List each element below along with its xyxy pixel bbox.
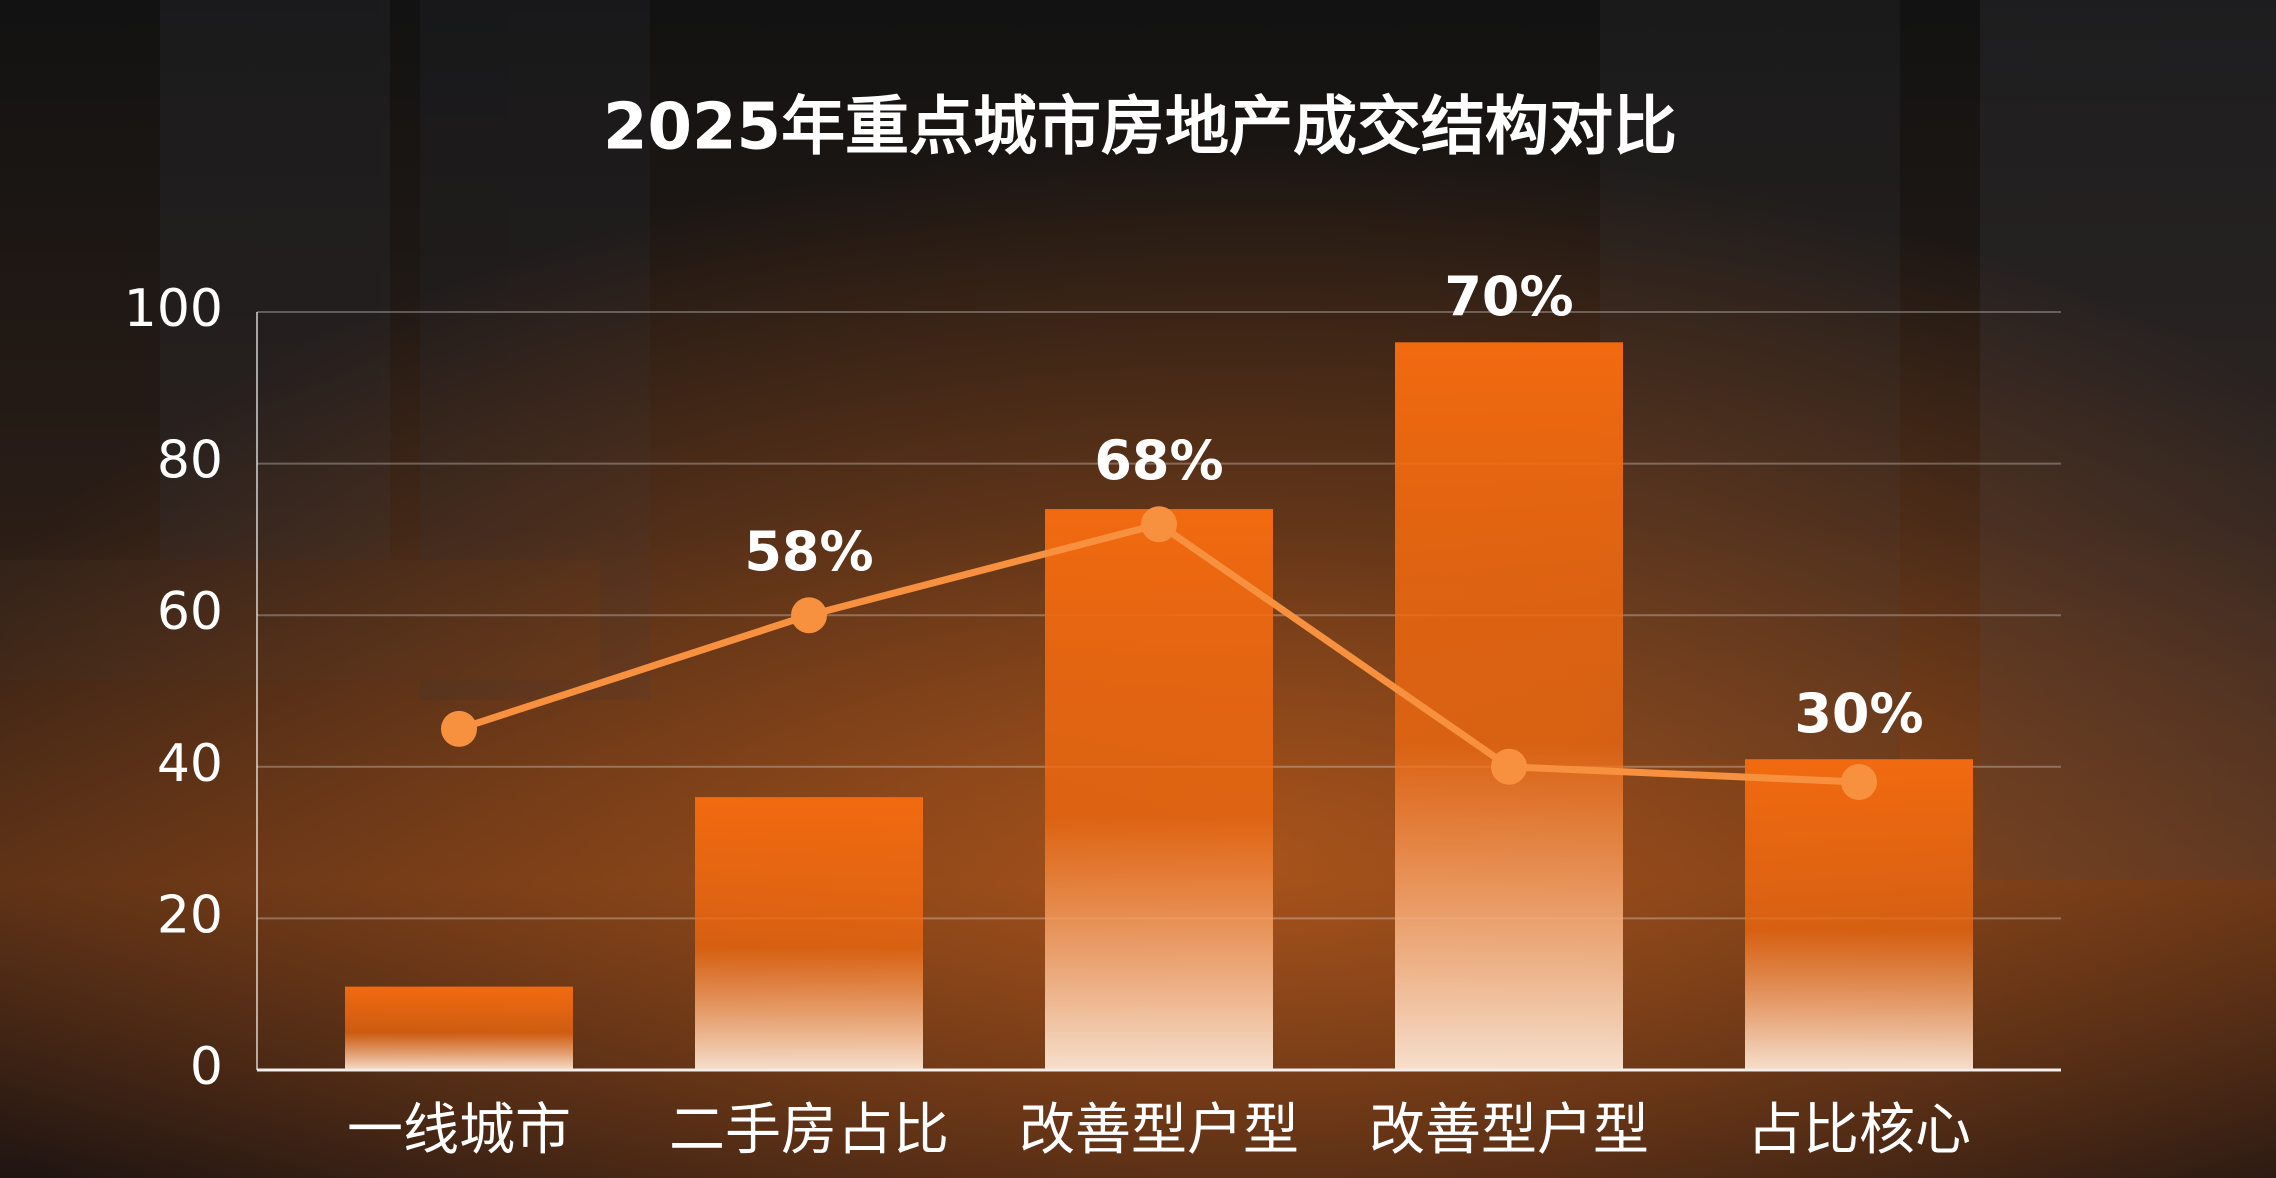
x-tick-label: 改善型户型	[1019, 1098, 1299, 1163]
chart-title: 2025年重点城市房地产成交结构对比	[603, 91, 1677, 165]
bar	[1395, 342, 1623, 1070]
line-point	[1141, 506, 1177, 543]
bar	[1745, 759, 1973, 1070]
annotation: 68%	[1094, 429, 1223, 492]
y-tick-label: 0	[190, 1037, 223, 1097]
y-tick-label: 80	[157, 431, 223, 491]
annotation: 30%	[1794, 682, 1923, 745]
y-tick-label: 100	[124, 279, 223, 339]
bar	[1045, 509, 1273, 1071]
line-point	[441, 710, 477, 747]
line-point	[1491, 748, 1527, 785]
x-tick-label: 二手房占比	[669, 1098, 949, 1163]
y-tick-label: 20	[157, 885, 223, 945]
x-tick-label: 改善型户型	[1369, 1098, 1649, 1163]
bar	[695, 797, 923, 1070]
line-point	[1841, 763, 1877, 800]
bar	[345, 986, 573, 1070]
line-point	[791, 597, 827, 634]
annotation: 70%	[1444, 265, 1573, 328]
annotation: 58%	[744, 520, 873, 583]
x-tick-label: 一线城市	[347, 1098, 571, 1163]
x-tick-label: 占比核心	[1747, 1098, 1971, 1163]
y-tick-label: 60	[157, 582, 223, 642]
y-tick-label: 40	[157, 734, 223, 794]
